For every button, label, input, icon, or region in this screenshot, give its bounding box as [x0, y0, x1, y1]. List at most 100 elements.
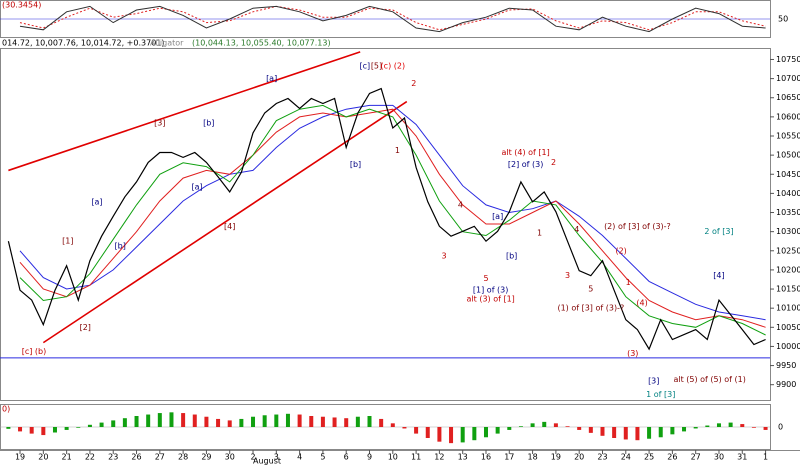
- x-tick-label: 16: [481, 453, 491, 462]
- wave-label: 1: [626, 278, 631, 287]
- y-tick-label: 10150: [776, 285, 800, 294]
- histogram-bar: [518, 426, 523, 427]
- oscillator-tick-label: 50: [778, 15, 788, 24]
- x-tick-label: 10: [388, 453, 398, 462]
- alligator-line: [19, 108, 766, 328]
- y-tick-label: 10050: [776, 323, 800, 332]
- histogram-bar: [309, 416, 314, 427]
- histogram-bar: [740, 424, 745, 427]
- wave-label: [3]: [154, 118, 165, 127]
- histogram-bar: [297, 414, 302, 427]
- histogram-tick-label: 0: [778, 423, 783, 432]
- x-tick-label: 23: [597, 453, 607, 462]
- histogram-bar: [647, 427, 652, 439]
- y-tick-label: 10700: [776, 74, 800, 83]
- histogram-bar: [52, 427, 57, 433]
- wave-label: [4]: [224, 222, 235, 231]
- wave-label: [5]: [371, 61, 382, 70]
- histogram-bar: [204, 416, 209, 427]
- y-tick-label: 10250: [776, 246, 800, 255]
- month-label: August: [253, 457, 281, 466]
- histogram-bar: [763, 427, 768, 430]
- y-tick-label: 10300: [776, 227, 800, 236]
- y-tick-label: 10750: [776, 55, 800, 64]
- histogram-bar: [6, 427, 11, 429]
- x-tick-label: 13: [458, 453, 468, 462]
- histogram-bar: [274, 414, 279, 427]
- histogram-bar: [705, 425, 710, 427]
- histogram-bar: [111, 420, 116, 427]
- x-tick-label: 11: [411, 453, 421, 462]
- histogram-bar: [542, 421, 547, 427]
- histogram-bar: [332, 417, 337, 427]
- histogram-bar: [670, 427, 675, 435]
- wave-label: 1: [537, 229, 542, 238]
- wave-label: (3): [627, 349, 638, 358]
- histogram-bar: [227, 420, 232, 427]
- wave-label: [a]: [91, 197, 102, 206]
- histogram-bar: [437, 427, 442, 442]
- x-tick-label: 4: [297, 453, 302, 462]
- histogram-bar: [251, 416, 256, 427]
- histogram-bar: [169, 412, 174, 427]
- x-tick-label: 31: [737, 453, 747, 462]
- histogram-bar: [29, 427, 34, 434]
- x-tick-label: 19: [551, 453, 561, 462]
- x-tick-label: 28: [178, 453, 188, 462]
- y-tick-label: 10450: [776, 170, 800, 179]
- alligator-line: [19, 104, 766, 321]
- wave-label: 3: [442, 251, 447, 260]
- histogram-bar: [262, 415, 267, 427]
- y-tick-label: 10400: [776, 189, 800, 198]
- x-tick-label: 2: [250, 453, 255, 462]
- wave-label: alt (4) of [1]: [501, 148, 549, 157]
- histogram-bar: [449, 427, 454, 444]
- x-tick-label: 26: [667, 453, 677, 462]
- wave-label: [b]: [350, 160, 361, 169]
- x-tick-label: 26: [131, 453, 141, 462]
- wave-label: [a]: [192, 182, 203, 191]
- wave-label: [1]: [62, 237, 73, 246]
- wave-label: (1) of [3] of (3)-?: [557, 304, 624, 313]
- histogram-bar: [623, 427, 628, 440]
- x-tick-label: 25: [644, 453, 654, 462]
- oscillator-signal: [19, 5, 766, 31]
- x-tick-label: 3: [274, 453, 279, 462]
- y-tick-label: 10550: [776, 132, 800, 141]
- histogram-label: 0): [2, 405, 10, 414]
- x-tick-label: 20: [38, 453, 48, 462]
- x-tick-label: 17: [504, 453, 514, 462]
- histogram-bar: [553, 423, 558, 427]
- histogram-bar: [64, 427, 69, 430]
- wave-label: [b]: [506, 251, 517, 260]
- histogram-bar: [588, 427, 593, 433]
- wave-label: [2] of (3): [508, 160, 543, 169]
- wave-label: 5: [483, 274, 488, 283]
- wave-label: (c) (2): [381, 61, 406, 70]
- x-tick-label: 21: [62, 453, 72, 462]
- x-tick-label: 9: [367, 453, 372, 462]
- wave-label: alt (3) of [1]: [467, 294, 515, 303]
- x-tick-label: 29: [201, 453, 211, 462]
- x-tick-label: 19: [15, 453, 25, 462]
- wave-label: 4: [574, 225, 579, 234]
- wave-label: [1] of (3): [473, 286, 508, 295]
- wave-label: 3: [565, 271, 570, 280]
- price-panel: [0, 48, 771, 401]
- histogram-bar: [693, 427, 698, 429]
- wave-label: (2): [615, 246, 626, 255]
- histogram-bar: [320, 416, 325, 427]
- histogram-bar: [344, 418, 349, 427]
- histogram-bar: [495, 427, 500, 434]
- wave-label: [c] (b): [22, 347, 47, 356]
- histogram-bar: [425, 427, 430, 438]
- x-tick-label: 20: [574, 453, 584, 462]
- wave-label: [4]: [713, 271, 724, 280]
- histogram-bar: [216, 418, 221, 427]
- histogram-bar: [76, 427, 81, 428]
- wave-label: 2: [551, 158, 556, 167]
- histogram-bar: [146, 414, 151, 427]
- price-line: [7, 87, 766, 351]
- histogram-bar: [157, 413, 162, 427]
- histogram-bar: [530, 423, 535, 427]
